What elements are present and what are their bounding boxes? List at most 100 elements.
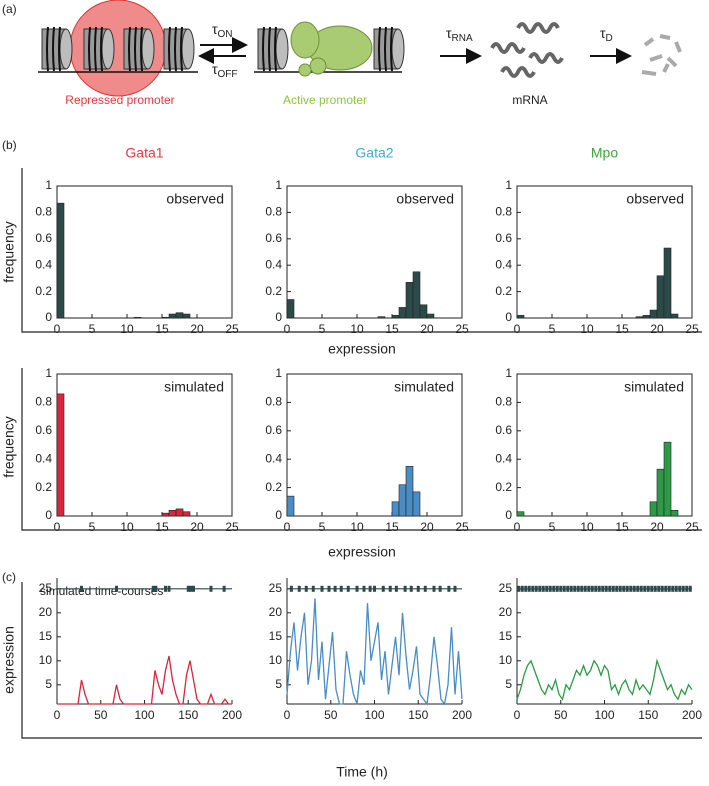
- nucleosome: [42, 27, 72, 71]
- state-mark: [671, 585, 675, 592]
- state-mark: [590, 585, 594, 592]
- state-mark: [583, 585, 587, 592]
- bar: [175, 508, 184, 517]
- factor: [290, 21, 320, 59]
- bar: [419, 304, 428, 319]
- repressed-label: Repressed promoter: [65, 93, 174, 107]
- x-tick-label: 25: [685, 322, 699, 336]
- y-tick-label: 0: [275, 310, 282, 324]
- x-tick-label: 10: [350, 322, 364, 336]
- bar: [175, 312, 184, 319]
- y-tick-label: 1: [45, 178, 52, 192]
- bar: [656, 468, 665, 517]
- y-tick-label: 0.6: [495, 231, 512, 245]
- state-mark: [643, 585, 647, 592]
- x-tick-label: 15: [385, 322, 399, 336]
- state-mark: [339, 585, 343, 592]
- state-mark: [538, 585, 542, 592]
- subscript: OFF: [218, 69, 238, 80]
- plot-frame: [516, 185, 693, 319]
- y-tick-label: 0.4: [35, 451, 52, 465]
- bar: [161, 317, 170, 319]
- x-tick-label: 25: [225, 520, 239, 534]
- bar: [412, 491, 421, 517]
- state-mark: [527, 585, 531, 592]
- plot-frame: [286, 185, 463, 319]
- state-mark: [517, 585, 521, 592]
- x-tick-label: 25: [225, 322, 239, 336]
- x-tick-label: 10: [120, 322, 134, 336]
- bar: [649, 309, 658, 319]
- bar: [391, 501, 400, 517]
- state-mark: [636, 585, 640, 592]
- annotation: simulated: [624, 379, 684, 395]
- state-mark: [453, 585, 457, 592]
- state-mark: [688, 585, 692, 592]
- y-tick-label: 0.6: [35, 423, 52, 437]
- factor: [298, 63, 312, 77]
- nucleosome: [84, 27, 114, 71]
- state-mark: [189, 585, 193, 592]
- tau-on: τON: [212, 21, 233, 40]
- x-tick-label: 5: [549, 520, 556, 534]
- y-tick-label: 10: [499, 653, 513, 667]
- state-mark: [569, 585, 573, 592]
- state-mark: [601, 585, 605, 592]
- state-mark: [545, 585, 549, 592]
- y-tick-label: 0.8: [265, 205, 282, 219]
- y-tick-label: 5: [275, 677, 282, 691]
- panel-bracket: [21, 168, 702, 333]
- y-tick-label: 1: [275, 178, 282, 192]
- bar: [398, 307, 407, 319]
- y-tick-label: 0.2: [265, 480, 282, 494]
- bar: [391, 315, 400, 319]
- y-tick-label: 0.2: [495, 284, 512, 298]
- column-title: Mpo: [591, 145, 618, 161]
- bar: [133, 317, 142, 319]
- y-tick-label: 5: [45, 677, 52, 691]
- bar: [656, 275, 665, 319]
- bar: [670, 313, 679, 319]
- state-mark: [632, 585, 636, 592]
- tau-rna: τRNA: [446, 25, 473, 44]
- y-tick-label: 0: [505, 508, 512, 522]
- state-mark: [576, 585, 580, 592]
- state-mark: [646, 585, 650, 592]
- x-tick-label: 5: [89, 520, 96, 534]
- active-label: Active promoter: [283, 93, 367, 107]
- state-mark: [660, 585, 664, 592]
- x-tick-label: 15: [615, 520, 629, 534]
- state-mark: [678, 585, 682, 592]
- panel-bracket: [21, 368, 702, 531]
- state-mark: [594, 585, 598, 592]
- y-tick-label: 25: [499, 581, 513, 595]
- state-mark: [209, 585, 213, 592]
- panel-label: (c): [2, 570, 16, 584]
- nucleosome: [374, 27, 404, 71]
- bar: [670, 510, 679, 517]
- state-mark: [562, 585, 566, 592]
- bar: [405, 465, 414, 517]
- state-mark: [552, 585, 556, 592]
- x-tick-label: 20: [420, 322, 434, 336]
- y-tick-label: 0: [45, 310, 52, 324]
- annotation: observed: [396, 191, 454, 207]
- state-mark: [289, 585, 293, 592]
- x-tick-label: 100: [594, 708, 614, 722]
- bar: [182, 313, 191, 319]
- bar: [286, 299, 295, 319]
- plot-frame: [516, 373, 693, 517]
- state-mark: [447, 585, 451, 592]
- state-mark: [394, 585, 398, 592]
- bar: [56, 393, 65, 517]
- x-tick-label: 100: [134, 708, 154, 722]
- x-tick-label: 20: [190, 520, 204, 534]
- x-tick-label: 200: [222, 708, 242, 722]
- time-course: [57, 655, 232, 705]
- bar: [649, 501, 658, 517]
- x-axis-label: Time (h): [336, 764, 388, 780]
- y-tick-label: 0.8: [495, 205, 512, 219]
- state-mark: [657, 585, 661, 592]
- x-tick-label: 10: [120, 520, 134, 534]
- x-tick-label: 10: [350, 520, 364, 534]
